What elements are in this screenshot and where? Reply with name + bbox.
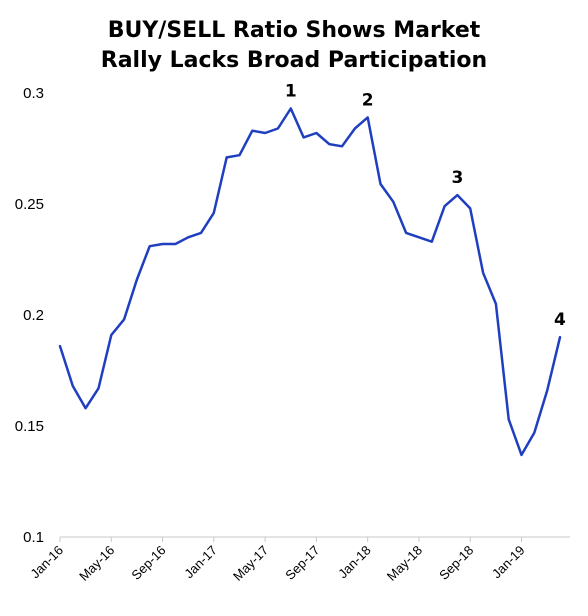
annotation-label: 2 — [362, 90, 374, 110]
series-line — [58, 107, 562, 457]
x-tick-label: May-16 — [76, 543, 117, 584]
x-tick-label: Jan-19 — [489, 543, 528, 582]
x-tick-label: Jan-18 — [335, 543, 374, 582]
y-tick-label: 0.15 — [15, 418, 44, 435]
annotation-label: 3 — [451, 168, 463, 188]
x-tick-label: May-17 — [230, 543, 271, 584]
annotation-label: 4 — [554, 310, 566, 330]
chart-title-line-1: BUY/SELL Ratio Shows Market — [107, 18, 481, 43]
y-axis-labels: 0.1 0.15 0.2 0.25 0.3 — [15, 85, 44, 546]
annotations: 1 2 3 4 — [285, 82, 566, 331]
chart-title: BUY/SELL Ratio Shows Market Rally Lacks … — [0, 16, 588, 76]
x-axis: Jan-16 May-16 Sep-16 Jan-17 May-17 Sep-17 Jan-… — [27, 536, 570, 584]
x-tick-label: Sep-18 — [436, 543, 476, 583]
series-group — [58, 107, 562, 457]
x-tick-label: Sep-16 — [128, 543, 168, 583]
chart-title-line-2: Rally Lacks Broad Participation — [100, 48, 488, 73]
y-tick-label: 0.25 — [15, 196, 44, 213]
x-tick-label: Jan-16 — [27, 543, 66, 582]
annotation-label: 1 — [285, 82, 297, 102]
x-tick-label: Jan-17 — [181, 543, 220, 582]
y-tick-label: 0.3 — [23, 85, 44, 102]
x-tick-label: May-18 — [384, 543, 425, 584]
y-tick-label: 0.2 — [23, 307, 44, 324]
y-tick-label: 0.1 — [23, 529, 44, 546]
x-tick-label: Sep-17 — [282, 543, 322, 583]
